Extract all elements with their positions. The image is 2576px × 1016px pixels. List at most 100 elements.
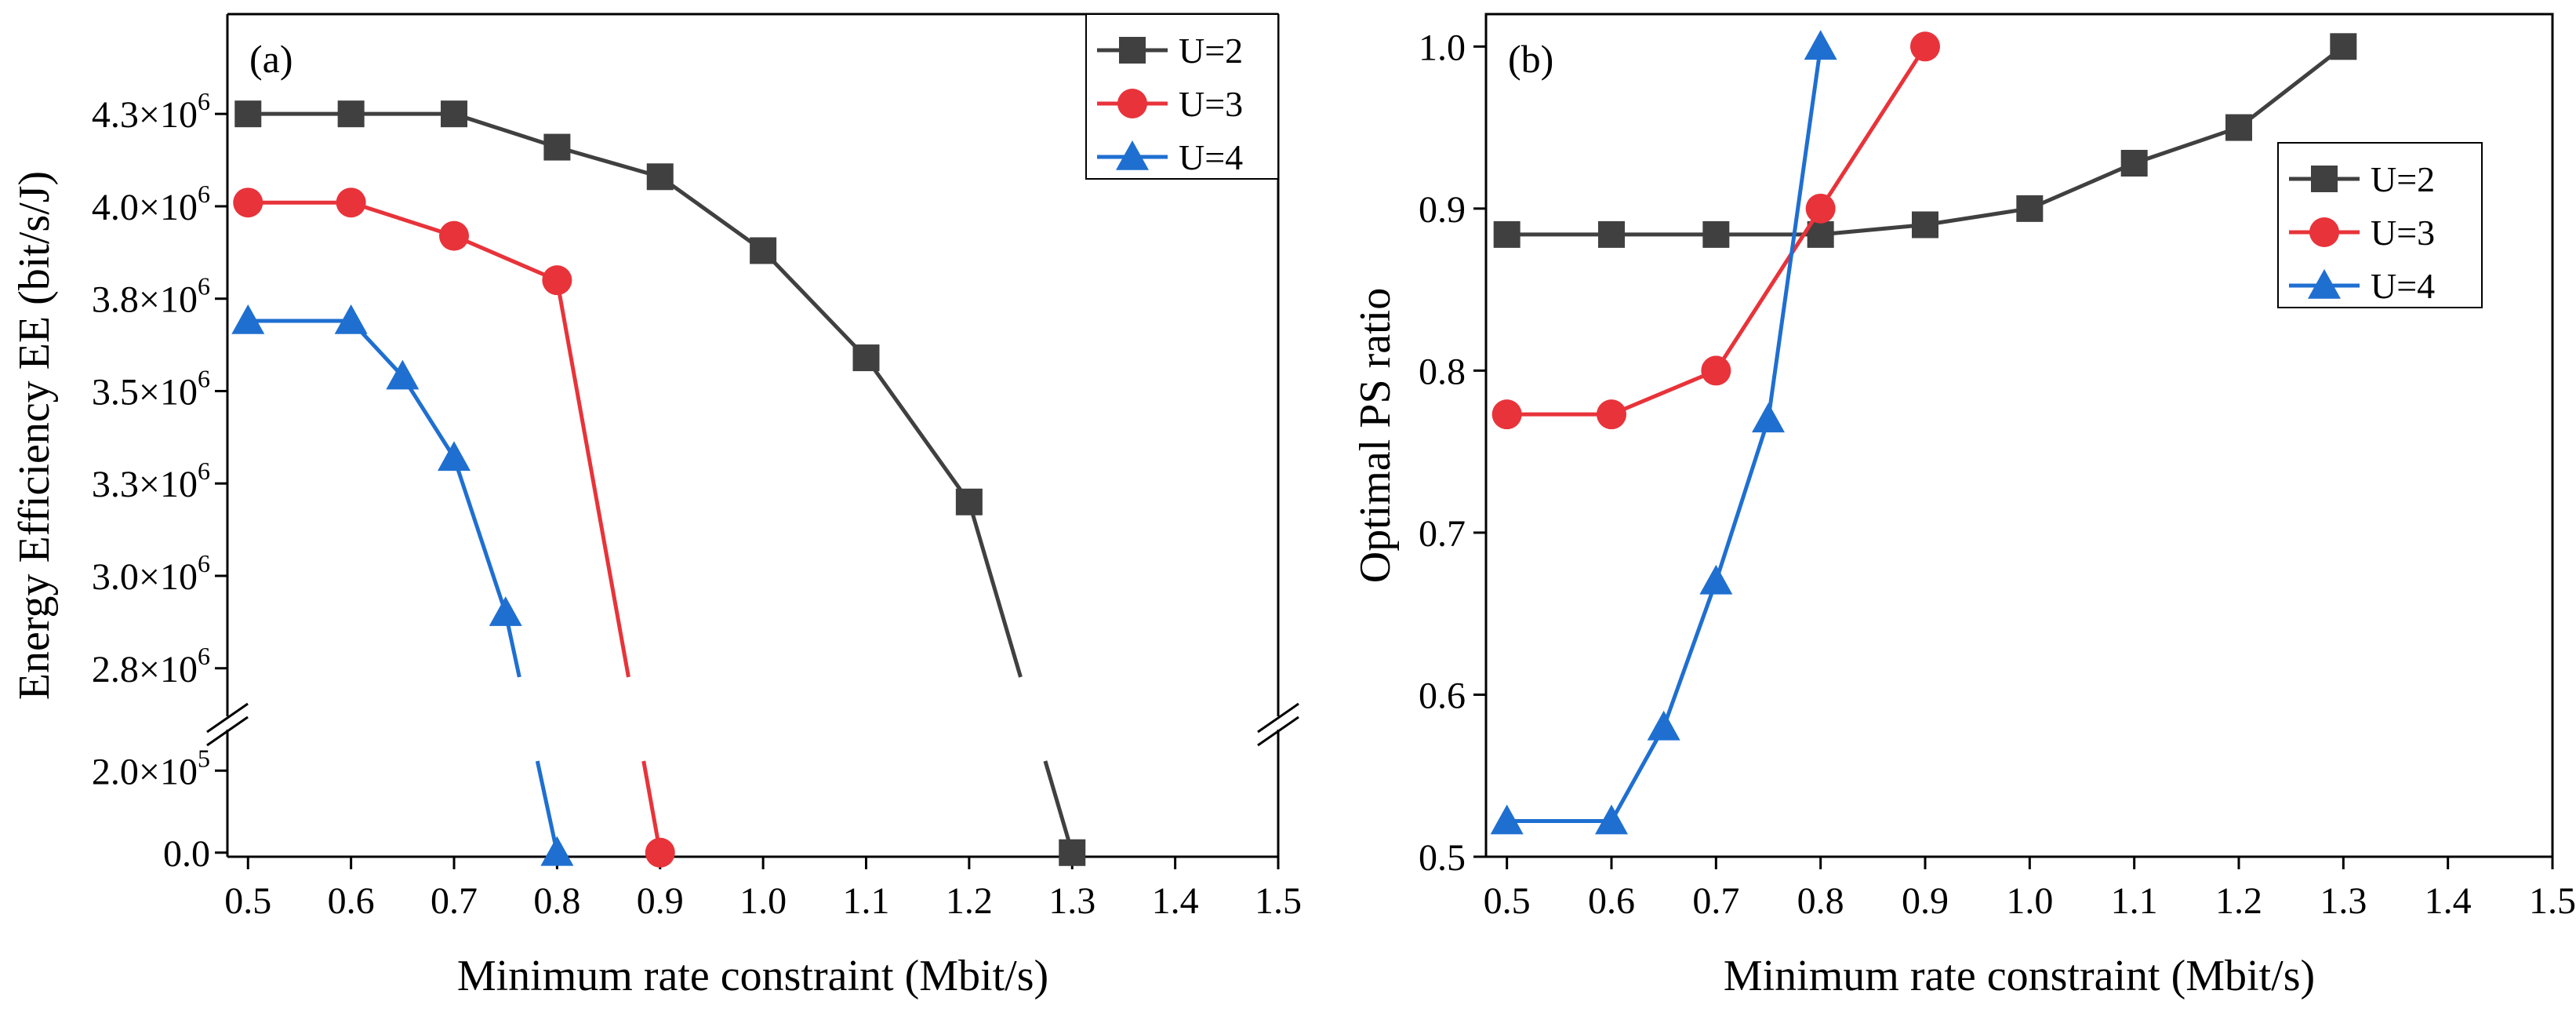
data-point xyxy=(2330,33,2357,60)
legend-marker xyxy=(2311,166,2338,192)
data-point xyxy=(1491,399,1522,430)
tick-exponent: 6 xyxy=(198,364,210,392)
legend-marker xyxy=(1117,89,1147,118)
data-point xyxy=(955,488,983,515)
tick-exponent: 6 xyxy=(198,272,210,300)
legend-marker xyxy=(2309,217,2339,247)
tick-exponent: 6 xyxy=(198,642,210,670)
legend-label: U=3 xyxy=(1179,84,1243,124)
y-axis-title: Energy Efficiency EE (bit/s/J) xyxy=(10,171,59,700)
series-segment xyxy=(453,234,558,282)
x-tick-label: 1.1 xyxy=(2111,880,2158,922)
data-point xyxy=(1490,804,1524,835)
x-tick-label: 1.3 xyxy=(1048,880,1095,922)
x-tick-label: 1.5 xyxy=(2529,880,2576,922)
y-tick-label: 0.8 xyxy=(1419,351,1466,392)
data-point xyxy=(337,100,365,128)
legend-label: U=2 xyxy=(2371,159,2435,199)
panel-label: (a) xyxy=(249,37,293,81)
y-tick-label: 1.0 xyxy=(1419,27,1466,68)
series-segment xyxy=(452,457,508,614)
legend-marker xyxy=(1119,37,1146,64)
data-point xyxy=(2016,195,2044,222)
y-tick-label: 0.6 xyxy=(1419,675,1466,716)
data-point xyxy=(386,359,420,390)
data-point xyxy=(231,304,265,334)
tick-exponent: 5 xyxy=(198,744,210,772)
tick-mantissa: 2.0×10 xyxy=(92,751,198,792)
plot-frame xyxy=(1484,13,2554,858)
x-tick-label: 1.1 xyxy=(843,880,890,922)
series-U=2 xyxy=(234,100,1086,866)
x-tick-label: 0.5 xyxy=(224,880,271,922)
series-U=3 xyxy=(233,188,675,868)
y-tick-label: 4.3×106 xyxy=(92,87,210,136)
legend-label: U=4 xyxy=(2371,266,2435,306)
x-tick-label: 0.6 xyxy=(328,880,375,922)
data-point xyxy=(441,100,468,128)
series-U=2 xyxy=(1493,33,2357,248)
data-point xyxy=(1699,564,1733,595)
tick-mantissa: 3.5×10 xyxy=(92,371,198,413)
data-point xyxy=(852,344,880,372)
x-tick-label: 0.6 xyxy=(1588,880,1635,922)
tick-mantissa: 2.8×10 xyxy=(92,649,198,690)
y-tick-label: 0.7 xyxy=(1419,513,1466,555)
x-axis-title: Minimum rate constraint (Mbit/s) xyxy=(457,952,1048,1000)
data-point xyxy=(1912,211,1938,239)
x-tick-label: 1.2 xyxy=(946,880,993,922)
data-point xyxy=(1493,220,1521,248)
series-segment xyxy=(535,760,559,854)
series-segment xyxy=(1043,760,1074,854)
panel-label: (b) xyxy=(1508,37,1553,81)
series-segment xyxy=(554,279,630,678)
data-point xyxy=(1595,804,1628,835)
legend: U=2 U=3 U=4 xyxy=(2277,142,2483,308)
x-tick-label: 0.8 xyxy=(533,880,580,922)
x-tick-label: 1.3 xyxy=(2320,880,2367,922)
tick-exponent: 6 xyxy=(198,549,210,577)
series-U=3 xyxy=(1491,31,1940,430)
data-point xyxy=(540,836,574,866)
legend-label: U=2 xyxy=(1179,31,1243,71)
legend: U=2 U=3 U=4 xyxy=(1085,13,1279,180)
x-tick-label: 1.2 xyxy=(2215,880,2262,922)
data-point xyxy=(1598,220,1625,248)
series-segment xyxy=(556,145,661,179)
data-point xyxy=(334,304,368,334)
data-point xyxy=(1752,402,1785,433)
tick-mantissa: 0.0 xyxy=(163,833,210,875)
y-tick-label: 4.0×106 xyxy=(92,180,210,228)
y-tick-label: 3.8×106 xyxy=(92,272,210,321)
y-tick-label: 3.3×106 xyxy=(92,457,210,505)
axis-break-mark xyxy=(1257,702,1299,734)
x-tick-label: 1.4 xyxy=(1152,880,1199,922)
tick-mantissa: 3.0×10 xyxy=(92,556,198,598)
data-point xyxy=(750,237,777,264)
series-segment xyxy=(761,249,868,359)
data-point xyxy=(336,188,366,218)
y-tick-label: 0.0 xyxy=(163,833,210,875)
legend-label: U=4 xyxy=(1179,137,1243,177)
data-point xyxy=(2225,114,2252,141)
x-tick-label: 1.5 xyxy=(1255,880,1302,922)
axis-break-mark xyxy=(1257,716,1299,747)
tick-mantissa: 3.3×10 xyxy=(92,464,198,505)
data-point xyxy=(1910,31,1940,62)
y-tick-label: 2.0×105 xyxy=(92,744,210,792)
tick-mantissa: 4.0×10 xyxy=(92,187,198,228)
axis-break-mark xyxy=(206,716,249,747)
tick-exponent: 6 xyxy=(198,457,210,485)
data-point xyxy=(2120,150,2148,177)
x-tick-label: 1.0 xyxy=(739,880,787,922)
tick-exponent: 6 xyxy=(198,180,210,208)
data-point xyxy=(1805,193,1836,224)
data-point xyxy=(438,441,471,472)
data-point xyxy=(1597,399,1626,430)
data-point xyxy=(234,100,262,128)
tick-mantissa: 4.3×10 xyxy=(92,94,198,136)
y-tick-label: 0.9 xyxy=(1419,189,1466,231)
series-segment xyxy=(453,111,558,149)
series-segment xyxy=(641,760,663,854)
